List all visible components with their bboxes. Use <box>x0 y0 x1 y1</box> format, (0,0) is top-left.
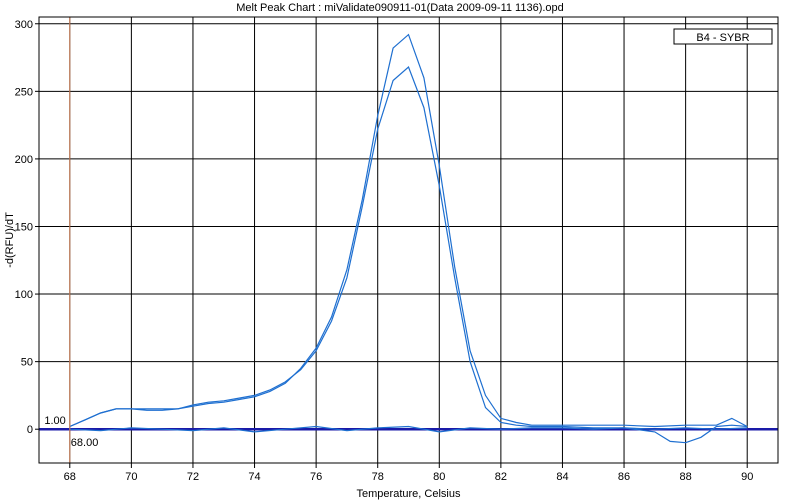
x-tick-label: 70 <box>125 471 137 483</box>
legend-box <box>673 28 773 45</box>
x-tick-label: 82 <box>495 471 507 483</box>
x-tick-label: 68 <box>64 471 76 483</box>
x-tick-label: 78 <box>372 471 384 483</box>
x-tick-label: 76 <box>310 471 322 483</box>
x-tick-label: 72 <box>187 471 199 483</box>
x-tick-label: 74 <box>248 471 260 483</box>
y-tick-label: 250 <box>15 86 33 98</box>
y-tick-label: 0 <box>27 424 33 436</box>
cursor-x-readout: 68.00 <box>71 437 99 449</box>
x-tick-label: 88 <box>680 471 692 483</box>
y-tick-label: 150 <box>15 221 33 233</box>
series-group <box>69 33 748 444</box>
series-line-3 <box>69 425 748 433</box>
cursor-y-readout: 1.00 <box>44 415 65 427</box>
x-tick-label: 90 <box>741 471 753 483</box>
x-axis-ticks: 68 70 72 74 76 78 80 82 84 86 88 90 <box>64 463 753 483</box>
grid <box>39 17 778 463</box>
x-axis-title: Temperature, Celsius <box>357 488 461 500</box>
x-tick-label: 80 <box>433 471 445 483</box>
x-tick-label: 84 <box>556 471 568 483</box>
y-axis-title: -d(RFU)/dT <box>4 212 16 268</box>
legend: B4 - SYBR <box>673 28 773 45</box>
y-axis-ticks: 0 50 100 150 200 250 300 <box>15 19 39 436</box>
y-tick-label: 100 <box>15 289 33 301</box>
series-line-2 <box>69 65 748 444</box>
x-tick-label: 86 <box>618 471 630 483</box>
y-tick-label: 50 <box>21 357 33 369</box>
legend-entry: B4 - SYBR <box>696 32 749 44</box>
chart-title: Melt Peak Chart : miValidate090911-01(Da… <box>236 2 564 14</box>
series-line-1 <box>69 33 748 428</box>
y-tick-label: 300 <box>15 19 33 31</box>
plot-area <box>38 16 779 464</box>
y-tick-label: 200 <box>15 154 33 166</box>
